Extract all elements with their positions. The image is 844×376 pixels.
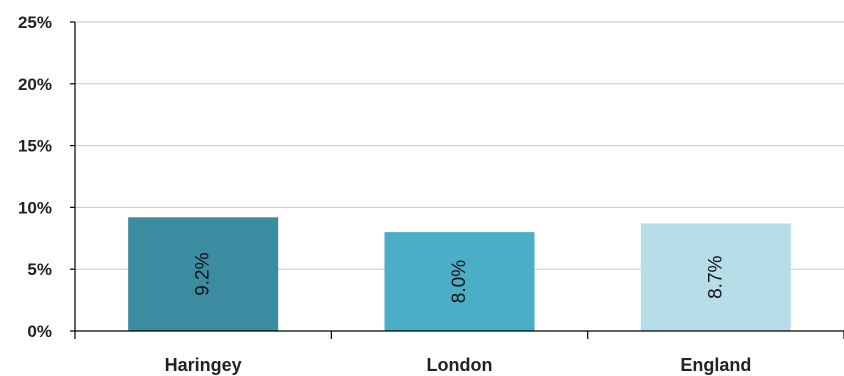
y-tick-label: 10% [18,198,52,217]
bar-haringey [128,217,279,331]
category-label-haringey: Haringey [165,355,242,375]
y-tick-label: 15% [18,137,52,156]
axes [70,21,844,339]
data-label-england: 8.7% [705,255,726,298]
y-tick-label: 0% [27,322,52,341]
y-tick-label: 25% [18,13,52,32]
y-tick-label: 5% [27,260,52,279]
labels: 0% 5% 10% 15% 20% 25% 9.2% Haringey 8.0% London 8.… [18,13,751,375]
data-label-london: 8.0% [449,260,470,303]
data-label-haringey: 9.2% [193,252,214,295]
bars [128,217,791,331]
category-label-england: England [680,355,751,375]
y-tick-label: 20% [18,75,52,94]
category-label-london: London [427,355,493,375]
bar-london [384,232,535,331]
bar-england [640,223,791,331]
